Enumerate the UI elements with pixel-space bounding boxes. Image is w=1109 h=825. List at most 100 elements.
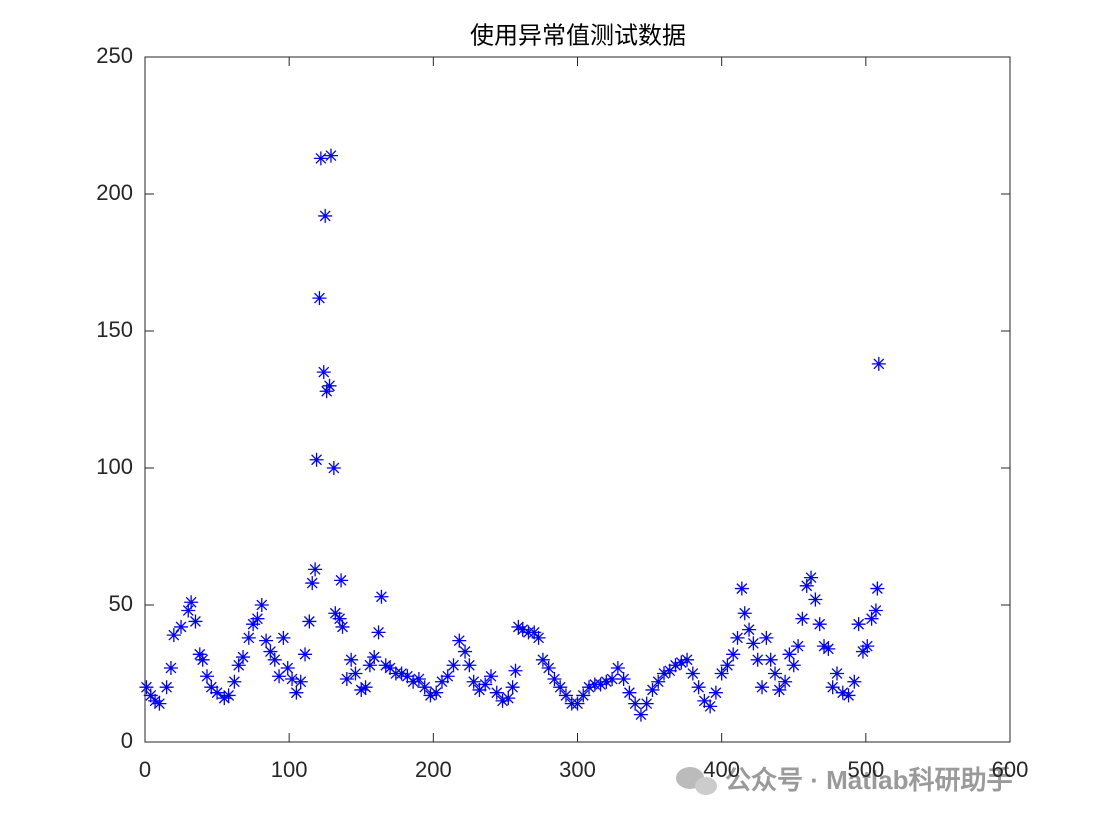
point xyxy=(593,677,608,692)
point xyxy=(267,652,282,667)
point xyxy=(759,630,774,645)
point xyxy=(860,639,875,654)
point xyxy=(367,650,382,665)
point xyxy=(847,674,862,689)
point xyxy=(484,669,498,684)
point xyxy=(163,661,178,676)
point xyxy=(328,606,343,621)
point xyxy=(259,633,274,648)
point xyxy=(871,356,886,371)
point xyxy=(429,685,444,700)
point xyxy=(236,650,251,665)
point xyxy=(616,671,631,686)
y-tick-label: 200 xyxy=(96,180,133,205)
chart-title: 使用异常值测试数据 xyxy=(470,22,686,49)
point xyxy=(354,682,369,697)
point xyxy=(680,652,695,667)
point xyxy=(227,674,242,689)
point xyxy=(817,639,832,654)
point xyxy=(319,384,334,399)
point xyxy=(316,365,331,380)
point xyxy=(339,671,354,686)
point xyxy=(674,655,689,670)
y-tick-label: 250 xyxy=(96,43,133,68)
point xyxy=(472,682,487,697)
point xyxy=(143,688,158,703)
point xyxy=(446,658,461,673)
point xyxy=(199,669,214,684)
point xyxy=(462,658,477,673)
point xyxy=(501,691,516,706)
point xyxy=(221,688,236,703)
x-tick-label: 0 xyxy=(139,757,151,782)
point xyxy=(576,688,591,703)
point xyxy=(708,685,723,700)
point xyxy=(285,671,300,686)
point xyxy=(772,682,787,697)
point xyxy=(344,652,359,667)
point xyxy=(423,688,438,703)
point xyxy=(791,639,806,654)
point xyxy=(318,208,333,223)
point xyxy=(628,696,643,711)
point xyxy=(782,647,797,662)
point xyxy=(855,644,870,659)
point xyxy=(166,628,181,643)
point xyxy=(734,581,749,596)
point xyxy=(505,680,520,695)
point xyxy=(835,685,850,700)
point xyxy=(411,671,426,686)
point xyxy=(553,680,568,695)
point xyxy=(272,669,287,684)
point xyxy=(697,693,712,708)
point xyxy=(633,707,648,722)
point xyxy=(383,661,398,676)
point xyxy=(371,625,386,640)
point xyxy=(841,688,856,703)
point xyxy=(795,611,810,626)
point xyxy=(737,606,752,621)
point xyxy=(870,581,885,596)
point xyxy=(159,680,174,695)
x-tick-label: 400 xyxy=(703,757,740,782)
point xyxy=(293,674,308,689)
point xyxy=(302,614,317,629)
point xyxy=(812,617,827,632)
point xyxy=(322,378,337,393)
point xyxy=(825,680,840,695)
point xyxy=(535,652,550,667)
point xyxy=(181,603,196,618)
point xyxy=(662,663,677,678)
point xyxy=(799,578,814,593)
point xyxy=(231,658,246,673)
point xyxy=(358,680,373,695)
point xyxy=(241,630,256,645)
point xyxy=(309,452,324,467)
point xyxy=(148,693,163,708)
point xyxy=(313,151,328,166)
point xyxy=(639,696,654,711)
point xyxy=(511,619,526,634)
point xyxy=(531,630,546,645)
watermark-icon xyxy=(676,767,717,795)
point xyxy=(726,647,741,662)
point xyxy=(192,647,207,662)
point xyxy=(440,669,455,684)
point xyxy=(188,614,203,629)
point xyxy=(452,633,467,648)
point xyxy=(778,674,793,689)
point xyxy=(622,685,637,700)
point xyxy=(298,647,313,662)
point xyxy=(742,622,757,637)
point xyxy=(374,589,389,604)
point xyxy=(804,570,819,585)
point xyxy=(184,595,199,610)
point xyxy=(821,641,836,656)
point xyxy=(217,691,232,706)
point xyxy=(691,680,706,695)
point xyxy=(394,666,409,681)
point xyxy=(254,598,269,612)
point xyxy=(830,666,844,681)
